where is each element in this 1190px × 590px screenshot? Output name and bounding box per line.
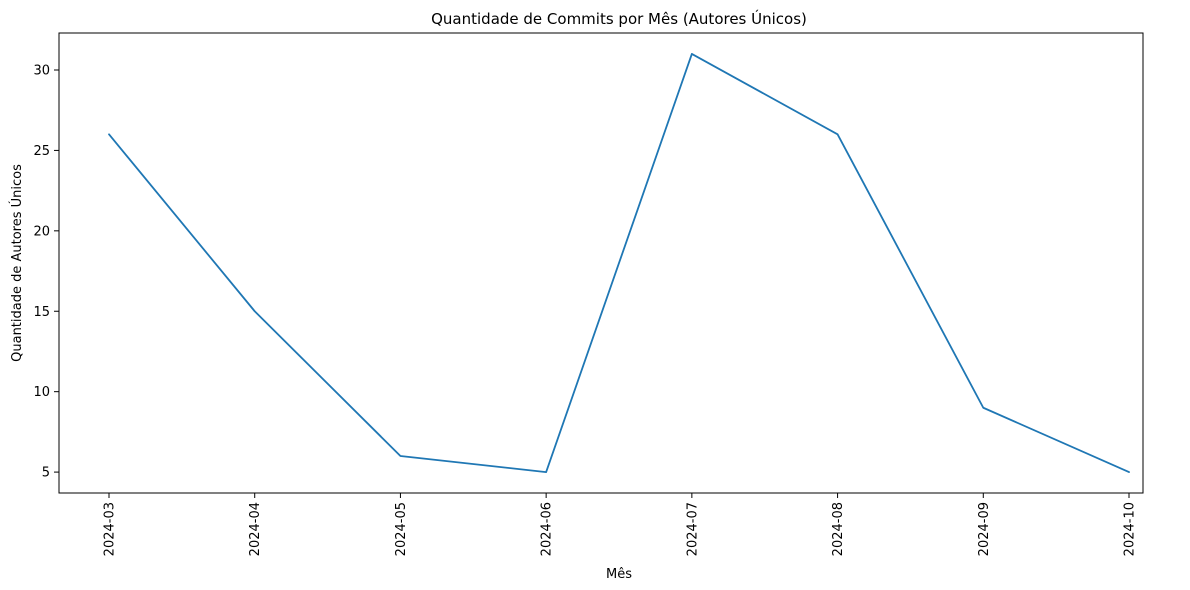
x-tick-label: 2024-08 xyxy=(831,502,846,556)
y-tick-label: 10 xyxy=(33,385,50,400)
x-tick-label: 2024-07 xyxy=(685,502,700,556)
x-axis-label: Mês xyxy=(606,567,632,582)
y-axis: 5 10 15 20 25 30 xyxy=(33,63,59,481)
y-tick-label: 5 xyxy=(42,466,50,481)
y-tick-label: 30 xyxy=(33,63,50,78)
y-tick-label: 20 xyxy=(33,224,50,239)
x-tick-label: 2024-10 xyxy=(1123,502,1138,556)
chart-title: Quantidade de Commits por Mês (Autores Ú… xyxy=(431,9,807,28)
x-tick-label: 2024-03 xyxy=(103,502,118,556)
y-tick-label: 25 xyxy=(33,144,50,159)
y-tick-label: 15 xyxy=(33,305,50,320)
x-tick-label: 2024-09 xyxy=(977,502,992,556)
series-layer xyxy=(108,53,1130,473)
y-axis-label: Quantidade de Autores Únicos xyxy=(9,164,25,362)
plot-frame xyxy=(58,32,1144,494)
x-tick-label: 2024-05 xyxy=(394,502,409,556)
x-tick-label: 2024-04 xyxy=(248,502,263,556)
series-line-0 xyxy=(108,53,1130,473)
x-axis: 2024-03 2024-04 2024-05 2024-06 2024-07 2024-… xyxy=(103,493,1138,556)
x-tick-label: 2024-06 xyxy=(540,502,555,556)
